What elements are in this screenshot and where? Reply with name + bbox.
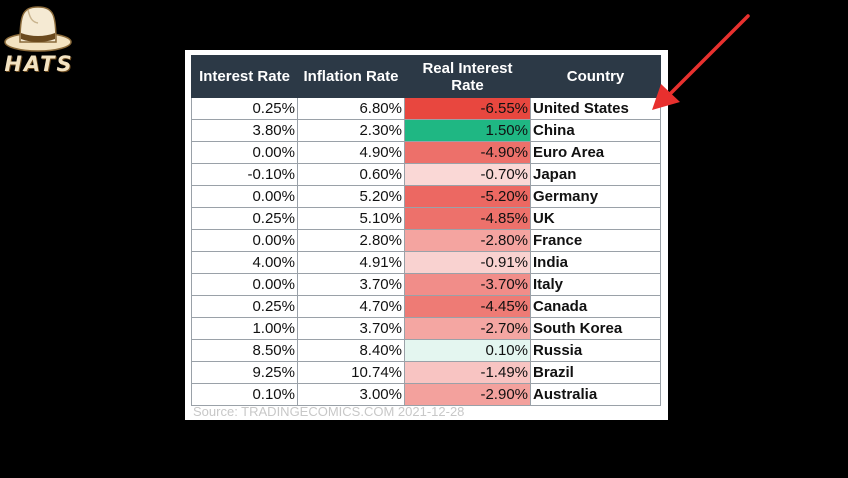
real-interest-rate-cell: -2.80% (404, 229, 531, 252)
country-cell: Japan (530, 163, 661, 186)
hats-logo: HATS (2, 2, 76, 78)
table-row: 0.00% 2.80% -2.80% France (191, 229, 661, 252)
table-row: 0.25% 6.80% -6.55% United States (191, 97, 661, 120)
real-interest-rate-cell: -6.55% (404, 97, 531, 120)
table-row: 0.00% 3.70% -3.70% Italy (191, 273, 661, 296)
country-cell: China (530, 119, 661, 142)
real-interest-rate-cell: 0.10% (404, 339, 531, 362)
inflation-rate-cell: 4.70% (297, 295, 405, 318)
inflation-rate-cell: 5.10% (297, 207, 405, 230)
table-body: 0.25% 6.80% -6.55% United States 3.80% 2.30% 1… (191, 97, 661, 406)
real-interest-rate-cell: 1.50% (404, 119, 531, 142)
inflation-rate-cell: 6.80% (297, 97, 405, 120)
real-interest-rate-cell: -4.90% (404, 141, 531, 164)
country-cell: South Korea (530, 317, 661, 340)
table-row: 8.50% 8.40% 0.10% Russia (191, 339, 661, 362)
inflation-rate-cell: 3.70% (297, 317, 405, 340)
table-row: 1.00% 3.70% -2.70% South Korea (191, 317, 661, 340)
country-cell: Australia (530, 383, 661, 406)
real-interest-rate-cell: -4.45% (404, 295, 531, 318)
country-cell: Euro Area (530, 141, 661, 164)
interest-rate-cell: 9.25% (191, 361, 298, 384)
interest-rate-cell: 0.00% (191, 273, 298, 296)
table-header-row: Interest Rate Inflation Rate Real Intere… (191, 55, 661, 98)
country-cell: United States (530, 97, 661, 120)
country-cell: Russia (530, 339, 661, 362)
table-row: 0.00% 5.20% -5.20% Germany (191, 185, 661, 208)
real-interest-rate-cell: -5.20% (404, 185, 531, 208)
interest-rate-cell: 3.80% (191, 119, 298, 142)
header-real-interest-rate: Real Interest Rate (404, 55, 531, 98)
inflation-rate-cell: 4.91% (297, 251, 405, 274)
country-cell: UK (530, 207, 661, 230)
interest-rate-cell: 4.00% (191, 251, 298, 274)
table-row: 0.00% 4.90% -4.90% Euro Area (191, 141, 661, 164)
inflation-rate-cell: 2.80% (297, 229, 405, 252)
table-row: 0.25% 5.10% -4.85% UK (191, 207, 661, 230)
country-cell: Canada (530, 295, 661, 318)
country-cell: Italy (530, 273, 661, 296)
hat-icon (4, 6, 72, 52)
inflation-rate-cell: 4.90% (297, 141, 405, 164)
real-interest-rate-cell: -3.70% (404, 273, 531, 296)
interest-rate-cell: 0.25% (191, 97, 298, 120)
interest-rate-cell: 1.00% (191, 317, 298, 340)
inflation-rate-cell: 10.74% (297, 361, 405, 384)
inflation-rate-cell: 8.40% (297, 339, 405, 362)
table-row: 4.00% 4.91% -0.91% India (191, 251, 661, 274)
country-cell: Germany (530, 185, 661, 208)
interest-rate-cell: 8.50% (191, 339, 298, 362)
real-interest-rate-cell: -4.85% (404, 207, 531, 230)
real-interest-rate-cell: -2.90% (404, 383, 531, 406)
inflation-rate-cell: 3.70% (297, 273, 405, 296)
inflation-rate-cell: 2.30% (297, 119, 405, 142)
table-row: 3.80% 2.30% 1.50% China (191, 119, 661, 142)
table-row: -0.10% 0.60% -0.70% Japan (191, 163, 661, 186)
inflation-rate-cell: 0.60% (297, 163, 405, 186)
rates-table-card: Interest Rate Inflation Rate Real Intere… (185, 50, 668, 420)
interest-rate-cell: 0.00% (191, 141, 298, 164)
logo-text: HATS (4, 52, 74, 76)
country-cell: India (530, 251, 661, 274)
header-inflation-rate: Inflation Rate (297, 55, 405, 98)
interest-rate-cell: 0.25% (191, 295, 298, 318)
table-row: 9.25% 10.74% -1.49% Brazil (191, 361, 661, 384)
interest-rate-cell: -0.10% (191, 163, 298, 186)
table-row: 0.10% 3.00% -2.90% Australia (191, 383, 661, 406)
source-note: Source: TRADINGECOMICS.COM 2021-12-28 (193, 404, 465, 419)
interest-rate-cell: 0.25% (191, 207, 298, 230)
country-cell: France (530, 229, 661, 252)
inflation-rate-cell: 3.00% (297, 383, 405, 406)
rates-table: Interest Rate Inflation Rate Real Intere… (191, 55, 661, 406)
country-cell: Brazil (530, 361, 661, 384)
interest-rate-cell: 0.00% (191, 229, 298, 252)
real-interest-rate-cell: -2.70% (404, 317, 531, 340)
real-interest-rate-cell: -0.91% (404, 251, 531, 274)
inflation-rate-cell: 5.20% (297, 185, 405, 208)
header-interest-rate: Interest Rate (191, 55, 298, 98)
real-interest-rate-cell: -1.49% (404, 361, 531, 384)
real-interest-rate-cell: -0.70% (404, 163, 531, 186)
header-country: Country (530, 55, 661, 98)
interest-rate-cell: 0.10% (191, 383, 298, 406)
table-row: 0.25% 4.70% -4.45% Canada (191, 295, 661, 318)
interest-rate-cell: 0.00% (191, 185, 298, 208)
